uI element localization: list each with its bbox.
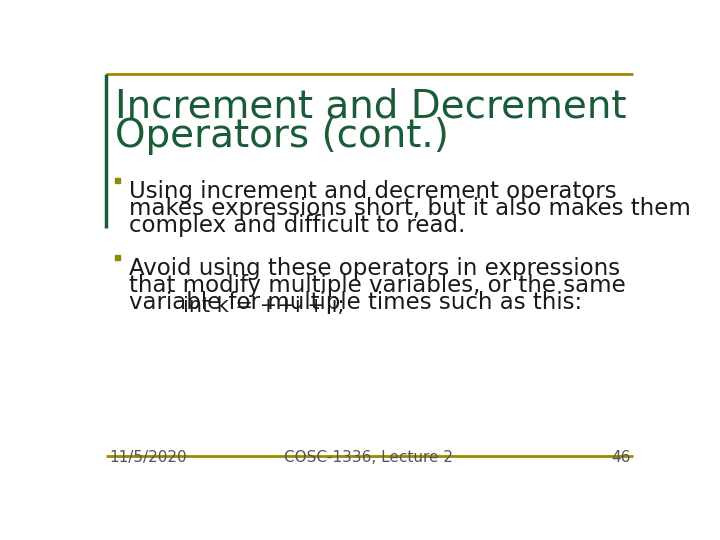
Text: variable for multiple times such as this:: variable for multiple times such as this… (129, 291, 582, 314)
Text: COSC-1336, Lecture 2: COSC-1336, Lecture 2 (284, 450, 454, 465)
Text: 11/5/2020: 11/5/2020 (109, 450, 187, 465)
Text: int k = ++i + i;: int k = ++i + i; (183, 296, 344, 316)
Text: Increment and Decrement: Increment and Decrement (114, 88, 626, 126)
Text: Operators (cont.): Operators (cont.) (114, 117, 449, 155)
Text: Using increment and decrement operators: Using increment and decrement operators (129, 180, 616, 203)
Text: 46: 46 (611, 450, 631, 465)
Text: Avoid using these operators in expressions: Avoid using these operators in expressio… (129, 257, 620, 280)
Bar (114, 255, 120, 260)
Bar (114, 178, 120, 184)
Text: that modify multiple variables, or the same: that modify multiple variables, or the s… (129, 274, 626, 297)
Text: complex and difficult to read.: complex and difficult to read. (129, 214, 465, 237)
Text: makes expressions short, but it also makes them: makes expressions short, but it also mak… (129, 197, 690, 220)
